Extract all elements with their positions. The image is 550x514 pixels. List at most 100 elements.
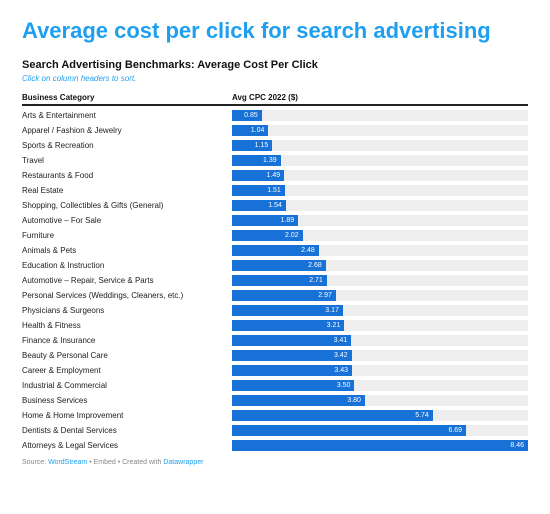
table-row: Shopping, Collectibles & Gifts (General)…: [22, 198, 528, 213]
bar-fill: 2.02: [232, 230, 303, 241]
table-row: Career & Employment 3.43: [22, 363, 528, 378]
bar-fill: 5.74: [232, 410, 433, 421]
bar-value: 3.43: [334, 367, 348, 374]
table-row: Personal Services (Weddings, Cleaners, e…: [22, 288, 528, 303]
row-label: Attorneys & Legal Services: [22, 441, 232, 450]
table-row: Furniture2.02: [22, 228, 528, 243]
bar-value: 2.02: [285, 232, 299, 239]
row-label: Education & Instruction: [22, 261, 232, 270]
bar-fill: 3.43: [232, 365, 352, 376]
bar-track: 6.69: [232, 425, 528, 436]
bar-fill: 8.46: [232, 440, 528, 451]
bar-track: 3.80: [232, 395, 528, 406]
bar-track: 2.97: [232, 290, 528, 301]
row-label: Shopping, Collectibles & Gifts (General): [22, 201, 232, 210]
bar-track: 1.04: [232, 125, 528, 136]
bar-track: 5.74: [232, 410, 528, 421]
bar-track: 3.21: [232, 320, 528, 331]
bar-track: 8.46: [232, 440, 528, 451]
bar-fill: 1.49: [232, 170, 284, 181]
table-row: Real Estate 1.51: [22, 183, 528, 198]
bar-value: 3.50: [337, 382, 351, 389]
table-row: Home & Home Improvement5.74: [22, 408, 528, 423]
bar-value: 1.51: [267, 187, 281, 194]
table-row: Education & Instruction 2.68: [22, 258, 528, 273]
bar-track: 0.85: [232, 110, 528, 121]
bar-fill: 3.50: [232, 380, 354, 391]
bar-fill: 2.97: [232, 290, 336, 301]
bar-value: 3.41: [334, 337, 348, 344]
sort-hint: Click on column headers to sort.: [22, 74, 528, 83]
row-label: Automotive – For Sale: [22, 216, 232, 225]
row-label: Apparel / Fashion & Jewelry: [22, 126, 232, 135]
row-label: Travel: [22, 156, 232, 165]
table-row: Restaurants & Food 1.49: [22, 168, 528, 183]
bar-track: 2.48: [232, 245, 528, 256]
table-row: Arts & Entertainment0.85: [22, 108, 528, 123]
column-header-value[interactable]: Avg CPC 2022 ($): [232, 93, 528, 102]
bar-fill: 2.71: [232, 275, 327, 286]
column-header-category[interactable]: Business Category: [22, 93, 232, 102]
bar-fill: 3.80: [232, 395, 365, 406]
bar-fill: 6.69: [232, 425, 466, 436]
table-row: Dentists & Dental Services6.69: [22, 423, 528, 438]
table-row: Business Services3.80: [22, 393, 528, 408]
source-link[interactable]: WordStream: [48, 459, 87, 466]
table-row: Automotive – Repair, Service & Parts2.71: [22, 273, 528, 288]
chart-rows: Arts & Entertainment0.85Apparel / Fashio…: [22, 108, 528, 453]
source-prefix: Source:: [22, 459, 48, 466]
bar-value: 3.42: [334, 352, 348, 359]
source-mid: • Embed • Created with: [87, 459, 163, 466]
tool-link[interactable]: Datawrapper: [163, 459, 203, 466]
row-label: Health & Fitness: [22, 321, 232, 330]
table-row: Apparel / Fashion & Jewelry1.04: [22, 123, 528, 138]
bar-fill: 3.21: [232, 320, 344, 331]
row-label: Real Estate: [22, 186, 232, 195]
bar-track: 3.17: [232, 305, 528, 316]
benchmark-chart: Business Category Avg CPC 2022 ($) Arts …: [22, 93, 528, 453]
table-row: Industrial & Commercial 3.50: [22, 378, 528, 393]
bar-track: 1.49: [232, 170, 528, 181]
row-label: Business Services: [22, 396, 232, 405]
row-label: Sports & Recreation: [22, 141, 232, 150]
bar-fill: 2.68: [232, 260, 326, 271]
bar-fill: 1.51: [232, 185, 285, 196]
bar-track: 1.39: [232, 155, 528, 166]
row-label: Industrial & Commercial: [22, 381, 232, 390]
bar-track: 2.02: [232, 230, 528, 241]
bar-value: 8.46: [510, 442, 524, 449]
bar-fill: 1.54: [232, 200, 286, 211]
bar-fill: 3.17: [232, 305, 343, 316]
bar-value: 2.97: [318, 292, 332, 299]
source-line: Source: WordStream • Embed • Created wit…: [22, 459, 528, 466]
bar-fill: 3.41: [232, 335, 351, 346]
bar-value: 6.69: [448, 427, 462, 434]
row-label: Automotive – Repair, Service & Parts: [22, 276, 232, 285]
table-row: Sports & Recreation 1.15: [22, 138, 528, 153]
row-label: Arts & Entertainment: [22, 111, 232, 120]
bar-value: 2.68: [308, 262, 322, 269]
bar-value: 1.49: [267, 172, 281, 179]
row-label: Finance & Insurance: [22, 336, 232, 345]
row-label: Restaurants & Food: [22, 171, 232, 180]
row-label: Home & Home Improvement: [22, 411, 232, 420]
bar-value: 3.17: [325, 307, 339, 314]
bar-track: 1.54: [232, 200, 528, 211]
bar-fill: 1.15: [232, 140, 272, 151]
bar-fill: 1.89: [232, 215, 298, 226]
bar-value: 1.15: [255, 142, 269, 149]
row-label: Career & Employment: [22, 366, 232, 375]
table-row: Automotive – For Sale 1.89: [22, 213, 528, 228]
chart-subtitle: Search Advertising Benchmarks: Average C…: [22, 59, 528, 71]
bar-track: 3.42: [232, 350, 528, 361]
bar-track: 1.89: [232, 215, 528, 226]
bar-value: 2.48: [301, 247, 315, 254]
table-row: Finance & Insurance 3.41: [22, 333, 528, 348]
table-row: Travel1.39: [22, 153, 528, 168]
page-title: Average cost per click for search advert…: [22, 18, 528, 45]
row-label: Beauty & Personal Care: [22, 351, 232, 360]
bar-fill: 2.48: [232, 245, 319, 256]
bar-value: 3.21: [327, 322, 341, 329]
row-label: Physicians & Surgeons: [22, 306, 232, 315]
bar-value: 1.89: [281, 217, 295, 224]
